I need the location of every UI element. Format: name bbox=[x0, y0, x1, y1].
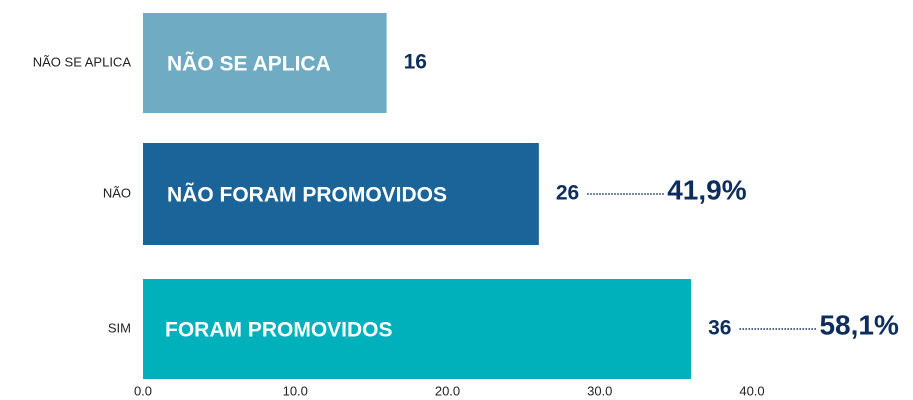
bar-label: NÃO SE APLICA bbox=[167, 53, 331, 76]
category-label: NÃO SE APLICA bbox=[33, 54, 132, 69]
x-tick-label: 40.0 bbox=[739, 383, 764, 398]
x-tick-label: 30.0 bbox=[587, 383, 612, 398]
value-label: 16 bbox=[404, 51, 427, 74]
x-tick-label: 20.0 bbox=[435, 383, 460, 398]
bar bbox=[143, 143, 539, 245]
percentage-label: 58,1% bbox=[819, 309, 898, 340]
bar-label: NÃO FORAM PROMOVIDOS bbox=[167, 184, 447, 207]
bar-label: FORAM PROMOVIDOS bbox=[165, 319, 393, 342]
bar bbox=[143, 279, 692, 379]
x-tick-label: 0.0 bbox=[134, 383, 152, 398]
value-label: 36 bbox=[708, 317, 731, 340]
percentage-label: 41,9% bbox=[667, 174, 746, 205]
category-label: SIM bbox=[108, 320, 131, 335]
category-label: NÃO bbox=[103, 185, 131, 200]
x-tick-label: 10.0 bbox=[283, 383, 308, 398]
value-label: 26 bbox=[556, 182, 579, 205]
bar bbox=[143, 13, 387, 113]
